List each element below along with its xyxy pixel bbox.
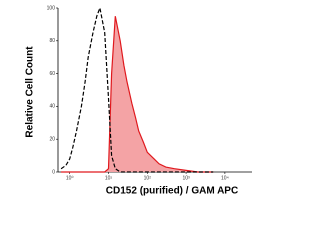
y-tick-label: 80 bbox=[49, 38, 55, 44]
y-tick-label: 100 bbox=[47, 5, 56, 11]
x-tick-label: 10² bbox=[144, 175, 152, 181]
y-tick-label: 40 bbox=[49, 104, 55, 110]
histogram-line bbox=[60, 5, 214, 173]
histogram-line bbox=[61, 16, 214, 173]
y-tick-label: 60 bbox=[49, 71, 55, 77]
x-tick-label: 10³ bbox=[182, 175, 190, 181]
x-axis-label: CD152 (purified) / GAM APC bbox=[106, 186, 238, 197]
x-tick-label: 10¹ bbox=[105, 175, 113, 181]
x-tick-label: 10⁴ bbox=[221, 175, 229, 181]
y-tick-label: 20 bbox=[49, 137, 55, 143]
chart: Relative Cell Count CD152 (purified) / G… bbox=[25, 5, 252, 197]
y-axis-label: Relative Cell Count bbox=[25, 46, 36, 138]
histogram-area bbox=[61, 16, 214, 173]
page: Relative Cell Count CD152 (purified) / G… bbox=[24, 5, 252, 197]
x-tick-label: 10⁰ bbox=[66, 175, 74, 181]
y-tick-label: 0 bbox=[52, 169, 55, 175]
